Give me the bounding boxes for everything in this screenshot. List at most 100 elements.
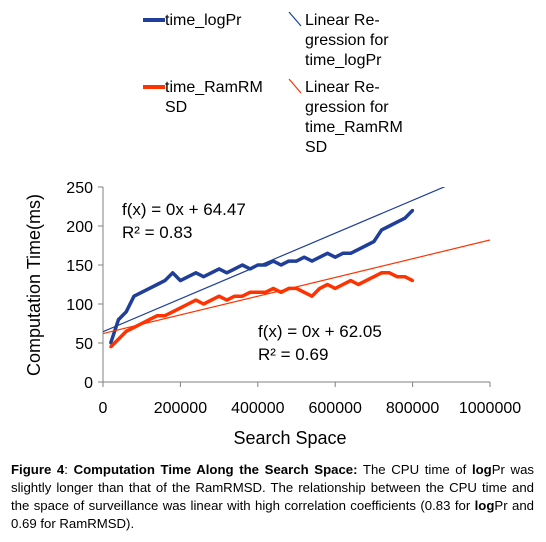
x-tick-label: 200000 xyxy=(154,400,207,417)
x-axis-title: Search Space xyxy=(233,428,346,448)
data-point xyxy=(178,279,182,283)
x-tick-label: 600000 xyxy=(309,400,362,417)
caption-bold-2: log xyxy=(474,498,495,513)
data-point xyxy=(318,255,322,259)
data-point xyxy=(171,310,175,314)
data-point xyxy=(411,279,415,283)
data-point xyxy=(116,318,120,322)
r-squared-label: R² = 0.83 xyxy=(122,223,192,242)
data-point xyxy=(178,306,182,310)
data-point xyxy=(356,283,360,286)
y-tick-label: 100 xyxy=(66,297,93,314)
data-point xyxy=(186,302,190,306)
legend-label: Linear Re-gression for time_RamRM SD xyxy=(305,79,403,156)
data-point xyxy=(318,286,322,290)
caption-text-3: Pr and 0.69 for RamRMSD). xyxy=(11,498,534,531)
data-point xyxy=(217,267,221,271)
y-tick-label: 150 xyxy=(66,258,93,275)
data-point xyxy=(341,251,345,255)
data-point xyxy=(194,298,198,302)
data-point xyxy=(248,290,252,294)
regression-equation: f(x) = 0x + 64.47 xyxy=(122,200,246,219)
caption-figure-label: Figure 4 xyxy=(11,462,65,477)
trendline-ramrmsd xyxy=(103,239,490,335)
series-line-ramrmsd xyxy=(109,271,414,349)
data-point xyxy=(186,275,190,279)
data-point xyxy=(372,275,376,279)
r-squared-label: R² = 0.69 xyxy=(258,345,328,364)
data-point xyxy=(411,208,415,212)
y-axis-ticks: 0 50 100 150 200 250 xyxy=(66,180,103,392)
data-point xyxy=(124,329,128,333)
y-tick-label: 50 xyxy=(75,336,93,353)
data-point xyxy=(333,255,337,259)
regression-equation: f(x) = 0x + 62.05 xyxy=(258,322,382,341)
y-tick-label: 200 xyxy=(66,219,93,236)
data-point xyxy=(163,279,167,283)
trendline-logpr xyxy=(103,187,446,333)
data-point xyxy=(372,240,376,244)
data-point xyxy=(387,271,391,275)
y-axis-title: Computation Time(ms) xyxy=(24,194,44,376)
data-point xyxy=(325,283,329,286)
data-point xyxy=(287,259,291,263)
data-point xyxy=(380,271,384,275)
chart: time_logPr Linear Re-gression for time_log… xyxy=(24,11,521,448)
data-point xyxy=(271,286,275,290)
data-point xyxy=(341,283,345,286)
data-point xyxy=(240,263,244,267)
data-point xyxy=(295,286,298,290)
data-point xyxy=(364,244,368,247)
data-point xyxy=(147,286,151,290)
data-point xyxy=(395,220,399,224)
y-tick-label: 0 xyxy=(84,375,93,392)
caption-text-2: Pr was slightly longer than that of the … xyxy=(11,462,535,513)
data-point xyxy=(233,267,237,271)
data-point xyxy=(225,298,229,302)
plot-area xyxy=(102,187,490,383)
data-point xyxy=(202,302,206,306)
annotations: f(x) = 0x + 64.47 R² = 0.83 f(x) = 0x + 62… xyxy=(122,200,382,364)
data-point xyxy=(356,247,360,251)
data-point xyxy=(147,318,151,322)
figure-caption: Figure 4: Computation Time Along the Sea… xyxy=(11,462,535,531)
x-tick-label: 0 xyxy=(99,400,108,417)
data-point xyxy=(240,294,244,298)
data-point xyxy=(225,271,229,275)
data-point xyxy=(380,228,384,232)
legend: time_logPr Linear Re-gression for time_log… xyxy=(143,11,403,156)
data-point xyxy=(233,294,237,298)
data-point xyxy=(194,271,198,275)
x-tick-label: 400000 xyxy=(231,400,284,417)
data-point xyxy=(279,263,283,267)
data-point xyxy=(264,290,268,294)
legend-label: time_logPr xyxy=(165,12,242,29)
data-point xyxy=(403,275,407,279)
y-tick-label: 250 xyxy=(66,180,93,197)
legend-label: time_RamRM SD xyxy=(165,79,263,116)
data-point xyxy=(132,294,136,298)
data-point xyxy=(155,314,159,318)
data-point xyxy=(209,298,213,302)
data-point xyxy=(387,224,391,228)
data-point xyxy=(325,251,329,255)
data-point xyxy=(310,259,314,263)
data-point xyxy=(264,263,268,267)
caption-bold-1: log xyxy=(471,462,492,477)
caption-text-1: The CPU time of xyxy=(357,462,472,477)
data-point xyxy=(209,271,213,275)
data-point xyxy=(364,279,368,283)
data-point xyxy=(295,259,298,263)
data-point xyxy=(155,283,159,286)
data-point xyxy=(349,279,353,283)
x-tick-label: 800000 xyxy=(386,400,439,417)
data-point xyxy=(302,255,306,259)
data-point xyxy=(124,310,128,314)
data-point xyxy=(109,345,113,349)
caption-title: Computation Time Along the Search Space: xyxy=(73,462,358,477)
data-point xyxy=(333,286,337,290)
data-point xyxy=(395,275,399,279)
data-point xyxy=(279,290,283,294)
data-point xyxy=(403,216,407,220)
data-point xyxy=(302,290,306,294)
